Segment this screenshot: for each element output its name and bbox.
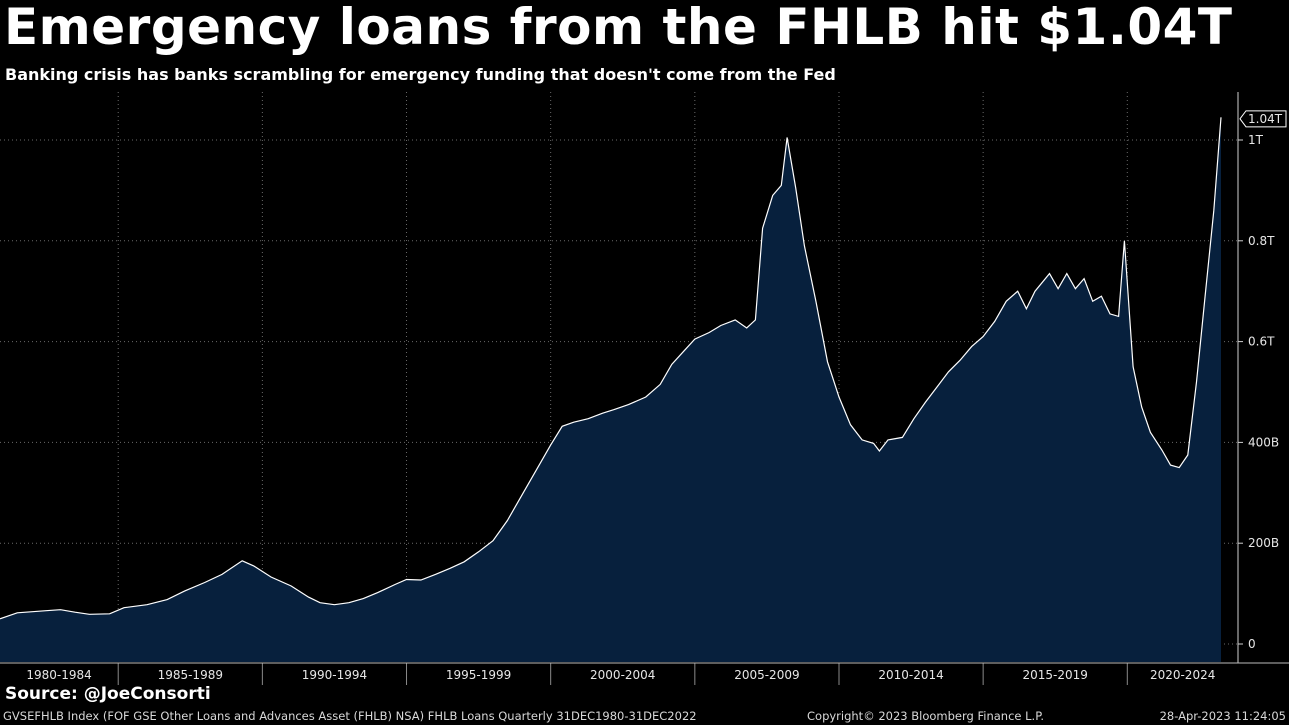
y-tick-label: 1T — [1248, 133, 1264, 147]
chart-subtitle: Banking crisis has banks scrambling for … — [5, 65, 836, 84]
chart-title: Emergency loans from the FHLB hit $1.04T — [4, 0, 1233, 56]
last-value-box — [1239, 110, 1287, 128]
last-value-tag: 1.04T — [1239, 110, 1287, 128]
copyright-notice: Copyright© 2023 Bloomberg Finance L.P. — [807, 709, 1044, 723]
fhlb-loans-chart: 0 200B 400B 0.6T 0.8T 1T 1980-1984 1985-1989 199… — [0, 92, 1289, 685]
x-tick-label: 1985-1989 — [158, 668, 223, 682]
x-tick-label: 1990-1994 — [302, 668, 367, 682]
x-tick-label: 2015-2019 — [1023, 668, 1088, 682]
x-tick-label: 2020-2024 — [1150, 668, 1215, 682]
series-line — [0, 117, 1222, 620]
y-tick-label: 0.8T — [1248, 234, 1275, 248]
x-tick-label: 2010-2014 — [878, 668, 943, 682]
index-description: GVSEFHLB Index (FOF GSE Other Loans and … — [3, 709, 697, 723]
x-tick-label: 1995-1999 — [446, 668, 511, 682]
y-tick-label: 0.6T — [1248, 335, 1275, 349]
source-credit: Source: @JoeConsorti — [5, 684, 211, 704]
x-tick-label: 1980-1984 — [26, 668, 91, 682]
y-tick-label: 400B — [1248, 435, 1279, 449]
area-fill — [0, 117, 1221, 663]
last-value-label: 1.04T — [1248, 112, 1283, 126]
y-tick-label: 0 — [1248, 637, 1256, 651]
axes: 0 200B 400B 0.6T 0.8T 1T 1980-1984 1985-1989 199… — [0, 92, 1289, 685]
x-tick-label: 2005-2009 — [734, 668, 799, 682]
y-tick-label: 200B — [1248, 536, 1279, 550]
x-tick-label: 2000-2004 — [590, 668, 655, 682]
timestamp: 28-Apr-2023 11:24:05 — [1159, 709, 1286, 723]
